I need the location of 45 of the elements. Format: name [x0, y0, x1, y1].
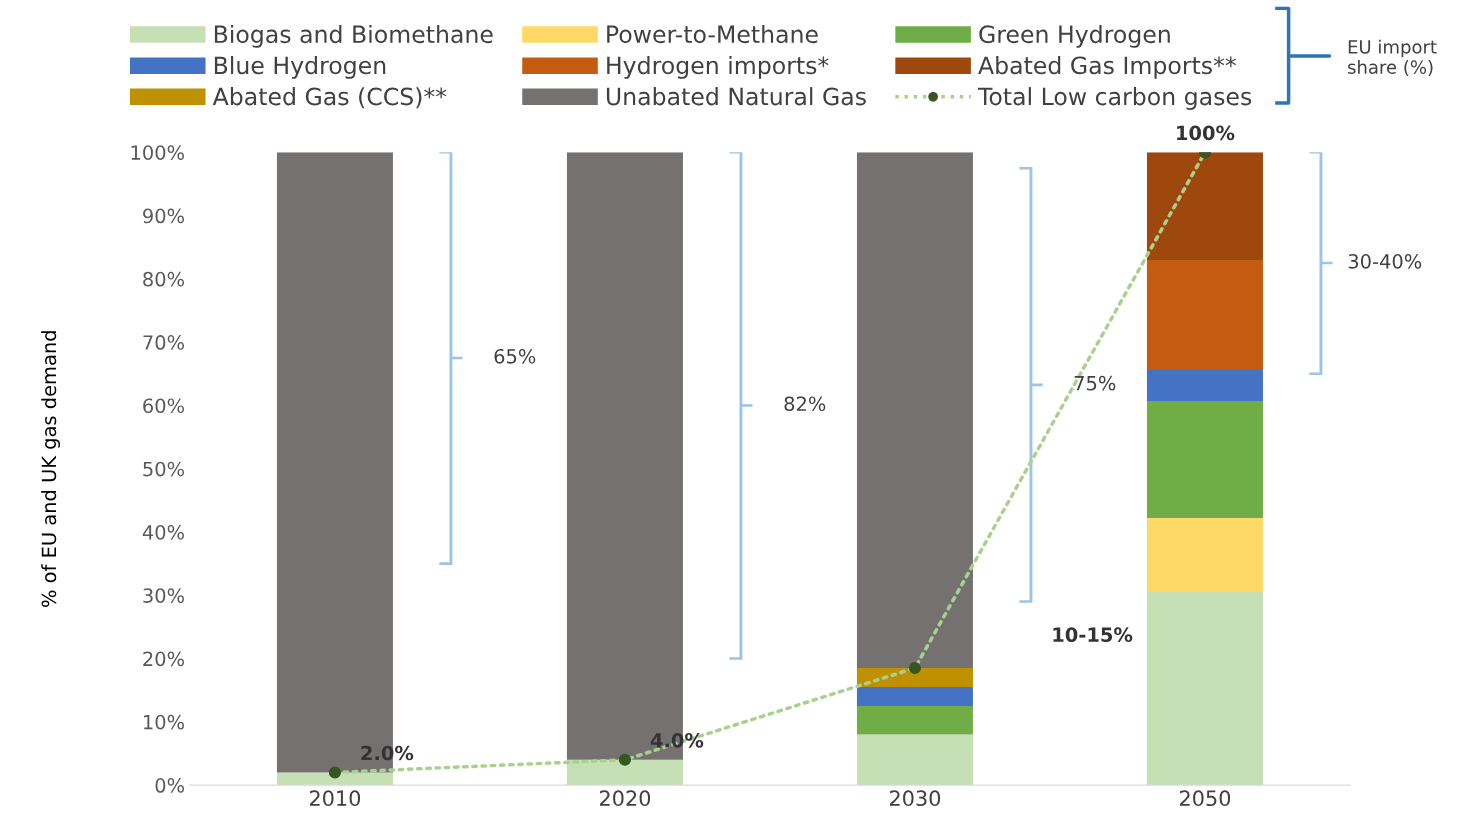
text: EU import share (%) [1348, 39, 1437, 77]
legend-label: Total Low carbon gases [977, 87, 1252, 110]
bar [856, 706, 973, 735]
annotation: 10-15% [1053, 627, 1133, 643]
bar [1146, 370, 1263, 402]
y-tick-label: 50% [143, 461, 184, 477]
annotation: 75% [1074, 375, 1116, 391]
y-tick-label: 90% [143, 208, 184, 224]
bar [856, 734, 973, 786]
x-tick-label: 2050 [1179, 790, 1231, 807]
bar [856, 668, 973, 688]
annotation: 82% [784, 396, 826, 412]
bar [1146, 592, 1263, 786]
legend-label: Biogas and Biomethane [214, 24, 493, 48]
bar [1146, 259, 1263, 371]
y-tick-label: 20% [143, 651, 184, 667]
annotation: 30-40% [1348, 254, 1422, 269]
bar [1146, 401, 1263, 519]
annotation: 65% [494, 348, 536, 364]
x-tick-label: 2030 [889, 790, 941, 807]
bar [566, 759, 683, 786]
bar [856, 687, 973, 707]
legend-label: Blue Hydrogen [214, 56, 386, 79]
legend-label: Unabated Natural Gas [606, 87, 866, 106]
x-tick-label: 2020 [599, 790, 651, 807]
legend-label: Hydrogen imports* [607, 56, 829, 79]
y-tick-label: 10% [143, 714, 184, 730]
data-label: 100% [1177, 125, 1235, 141]
y-tick-label: 0% [155, 778, 184, 793]
legend-label: Abated Gas Imports** [978, 56, 1236, 79]
bar [856, 152, 973, 669]
x-tick-label: 2010 [309, 790, 361, 807]
y-tick-label: 100% [131, 145, 184, 160]
legend-label: Abated Gas (CCS)** [212, 87, 447, 109]
legend-label: Power-to-Methane [607, 24, 818, 44]
y-axis-title: % of EU and UK gas demand [41, 331, 61, 607]
y-tick-label: 70% [143, 335, 184, 350]
y-tick-label: 60% [143, 398, 184, 414]
y-tick-label: 40% [142, 524, 184, 540]
y-tick-label: 30% [143, 588, 184, 603]
legend-label: Green Hydrogen [979, 24, 1170, 48]
bar [1146, 518, 1263, 593]
y-tick-label: 80% [143, 271, 184, 287]
bar [276, 772, 393, 786]
bar [1146, 152, 1263, 260]
